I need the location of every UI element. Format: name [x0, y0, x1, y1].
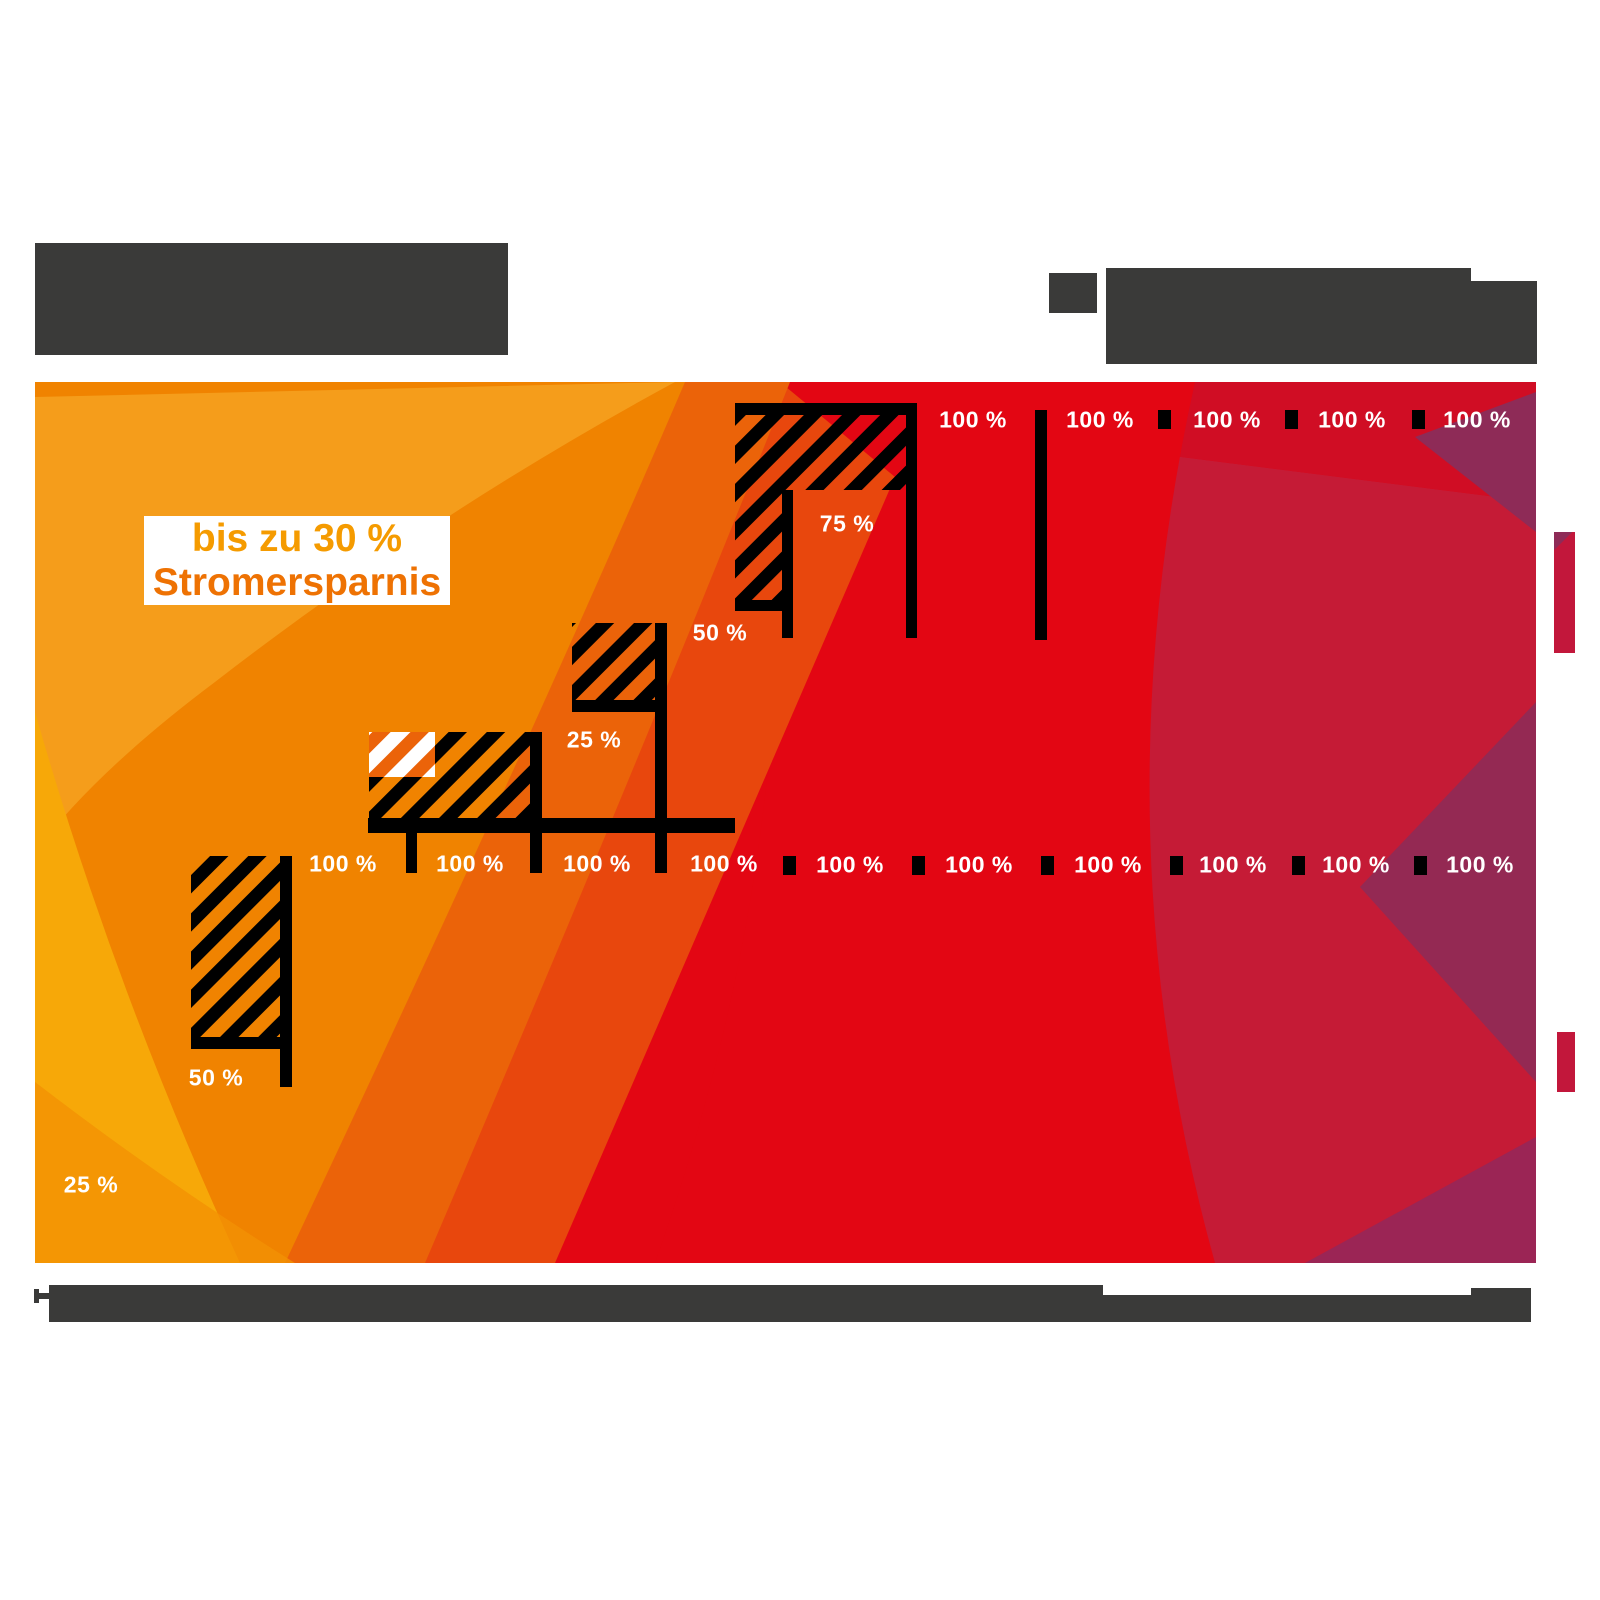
lower-block-hatched	[191, 856, 280, 1037]
mid-line-dash-3	[1041, 856, 1054, 875]
mid-line-dash-5	[1292, 856, 1305, 875]
bottom-caption-block-left-redacted	[49, 1285, 1103, 1322]
block-middle-right-border	[530, 732, 542, 873]
block-middle-hatched-right	[435, 732, 530, 818]
chart-background-and-shapes	[35, 382, 1536, 1263]
step-100-column-bottom	[735, 600, 793, 611]
legend-swatch-block	[1049, 273, 1097, 313]
mid-row-label-4: 100 %	[690, 850, 758, 877]
mid-row-label-1: 100 %	[309, 850, 377, 877]
top-row-label-5: 100 %	[1443, 406, 1511, 433]
top-row-label-3: 100 %	[1193, 406, 1261, 433]
mid-row-label-5: 100 %	[816, 851, 884, 878]
step-50-bottom-border	[572, 700, 667, 712]
step-50-right-border	[655, 623, 667, 873]
bottom-caption-block-mid-redacted	[1103, 1295, 1471, 1322]
top-row-label-4: 100 %	[1318, 406, 1386, 433]
bg-purple-top	[1415, 392, 1536, 532]
lower-block-right-border	[280, 856, 292, 1087]
savings-callout: bis zu 30 % Stromersparnis	[144, 516, 450, 605]
mid-row-label-9: 100 %	[1322, 851, 1390, 878]
block-middle-hatched-left	[369, 777, 435, 818]
bottom-caption-block-right-redacted	[1471, 1288, 1531, 1322]
title-block-left-redacted	[35, 243, 508, 355]
step-100-right-border	[906, 403, 917, 638]
top-line-tall-dash	[1035, 410, 1047, 640]
title-block-right-redacted	[1106, 268, 1471, 364]
bg-purple-mid	[1360, 702, 1536, 1082]
mid-row-label-8: 100 %	[1199, 851, 1267, 878]
step-100-hatched-band	[735, 403, 917, 490]
step-label-50: 50 %	[692, 619, 748, 646]
step-50-hatched-block	[572, 623, 655, 700]
lower-block-bottom-border	[191, 1037, 280, 1049]
mid-row-label-3: 100 %	[563, 850, 631, 877]
mid-line-dash-2	[912, 856, 925, 875]
block-white-notch-hatch	[369, 732, 435, 777]
step-75-left-leg	[782, 490, 793, 638]
bottom-axis-line-start	[39, 1293, 49, 1299]
top-row-label-1: 100 %	[939, 406, 1007, 433]
bottom-axis-tick	[34, 1289, 39, 1303]
mid-row-label-7: 100 %	[1074, 851, 1142, 878]
bg-orange-streak	[35, 1082, 295, 1263]
page-edge-marker-bottom	[1557, 1032, 1575, 1092]
mid-row-label-6: 100 %	[945, 851, 1013, 878]
savings-callout-line2: Stromersparnis	[152, 560, 442, 604]
top-line-dash-3	[1412, 410, 1425, 429]
savings-callout-line1: bis zu 30 %	[191, 516, 403, 560]
chart-area: 100 % 100 % 100 % 100 % 100 % 75 % 50 % …	[35, 382, 1536, 1263]
title-block-right-tail-redacted	[1471, 281, 1537, 364]
step-100-top-border	[735, 403, 917, 415]
bg-light-orange-band	[35, 382, 675, 852]
step-label-25: 25 %	[566, 726, 622, 753]
top-line-dash-1	[1158, 410, 1171, 429]
mid-line-dash-6	[1414, 856, 1427, 875]
mid-row-label-2: 100 %	[436, 850, 504, 877]
page-edge-marker-top	[1554, 532, 1575, 653]
step-100-hatched-column	[735, 490, 783, 600]
mid-line-dash-4	[1170, 856, 1183, 875]
middle-axis-bar	[368, 818, 735, 833]
middle-axis-tick	[406, 833, 417, 873]
mid-row-label-10: 100 %	[1446, 851, 1514, 878]
bg-purple-bottom	[1305, 1137, 1536, 1263]
top-row-label-2: 100 %	[1066, 406, 1134, 433]
lower-step-label-50: 50 %	[188, 1064, 244, 1091]
mid-line-dash-1	[783, 856, 796, 875]
lower-step-label-25: 25 %	[63, 1171, 119, 1198]
step-label-75: 75 %	[819, 510, 875, 537]
top-line-dash-2	[1285, 410, 1298, 429]
